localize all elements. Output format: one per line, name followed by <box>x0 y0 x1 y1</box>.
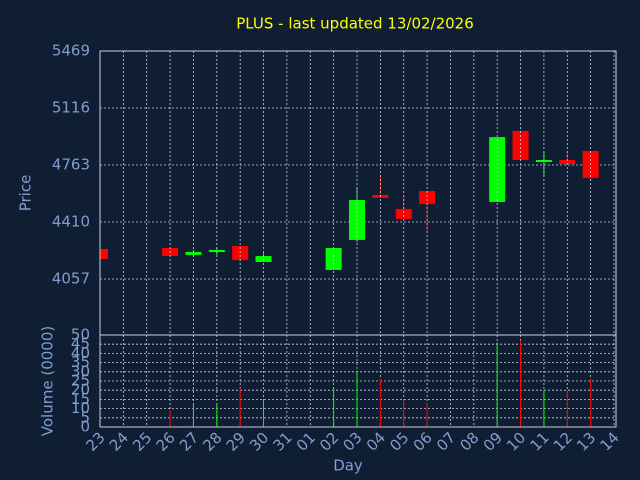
candle-body <box>325 247 342 270</box>
x-tick-label: 07 <box>433 429 459 455</box>
x-tick-label: 14 <box>597 429 623 455</box>
plot: 4057441047635116546905101520253035404550… <box>52 42 623 455</box>
x-tick-label: 03 <box>340 429 366 455</box>
chart-title: PLUS - last updated 13/02/2026 <box>236 15 474 33</box>
y-tick-label: 4763 <box>52 155 90 173</box>
candle-body <box>185 252 202 255</box>
volume-tick-label: 0 <box>80 418 90 436</box>
volume-axis-label: Volume (0000) <box>39 326 57 436</box>
x-axis-label: Day <box>333 457 363 475</box>
candle-body <box>559 159 576 165</box>
y-axis-label: Price <box>17 175 35 212</box>
x-tick-label: 29 <box>223 429 249 455</box>
volume-tick-label: 30 <box>71 362 90 380</box>
candle-body <box>512 130 529 160</box>
x-tick-label: 09 <box>480 429 506 455</box>
volume-frame <box>99 334 617 428</box>
x-tick-label: 25 <box>129 429 155 455</box>
volume-tick-label: 50 <box>71 326 90 344</box>
candle-body <box>489 137 506 202</box>
volume-tick-label: 25 <box>71 372 90 390</box>
candles <box>100 130 599 270</box>
y-tick-label: 4410 <box>52 212 90 230</box>
x-tick-label: 10 <box>503 429 529 455</box>
x-tick-label: 28 <box>199 429 225 455</box>
candle-body <box>100 248 108 259</box>
x-tick-label: 02 <box>316 429 342 455</box>
x-tick-label: 06 <box>410 429 436 455</box>
volume-tick-label: 20 <box>71 381 90 399</box>
x-tick-label: 01 <box>293 429 319 455</box>
x-tick-label: 31 <box>269 429 295 455</box>
x-tick-label: 05 <box>386 429 412 455</box>
x-tick-label: 26 <box>153 429 179 455</box>
volume-tick-label: 45 <box>71 335 90 353</box>
y-tick-label: 5469 <box>52 42 90 60</box>
x-tick-label: 11 <box>526 429 552 455</box>
y-tick-label: 5116 <box>52 98 90 116</box>
x-tick-label: 30 <box>246 429 272 455</box>
x-tick-label: 27 <box>176 429 202 455</box>
volume-tick-label: 35 <box>71 353 90 371</box>
x-tick-label: 12 <box>550 429 576 455</box>
candle-body <box>419 190 436 205</box>
y-tick-label: 4057 <box>52 269 90 287</box>
candle-body <box>208 249 225 253</box>
volume-tick-label: 40 <box>71 344 90 362</box>
volume-tick-label: 15 <box>71 390 90 408</box>
volume-tick-label: 5 <box>80 408 90 426</box>
x-tick-label: 24 <box>106 429 132 455</box>
x-tick-label: 04 <box>363 429 389 455</box>
x-tick-label: 13 <box>573 429 599 455</box>
price-frame <box>99 50 617 336</box>
volume-tick-label: 10 <box>71 399 90 417</box>
candle-body <box>395 208 412 219</box>
x-tick-label: 08 <box>456 429 482 455</box>
